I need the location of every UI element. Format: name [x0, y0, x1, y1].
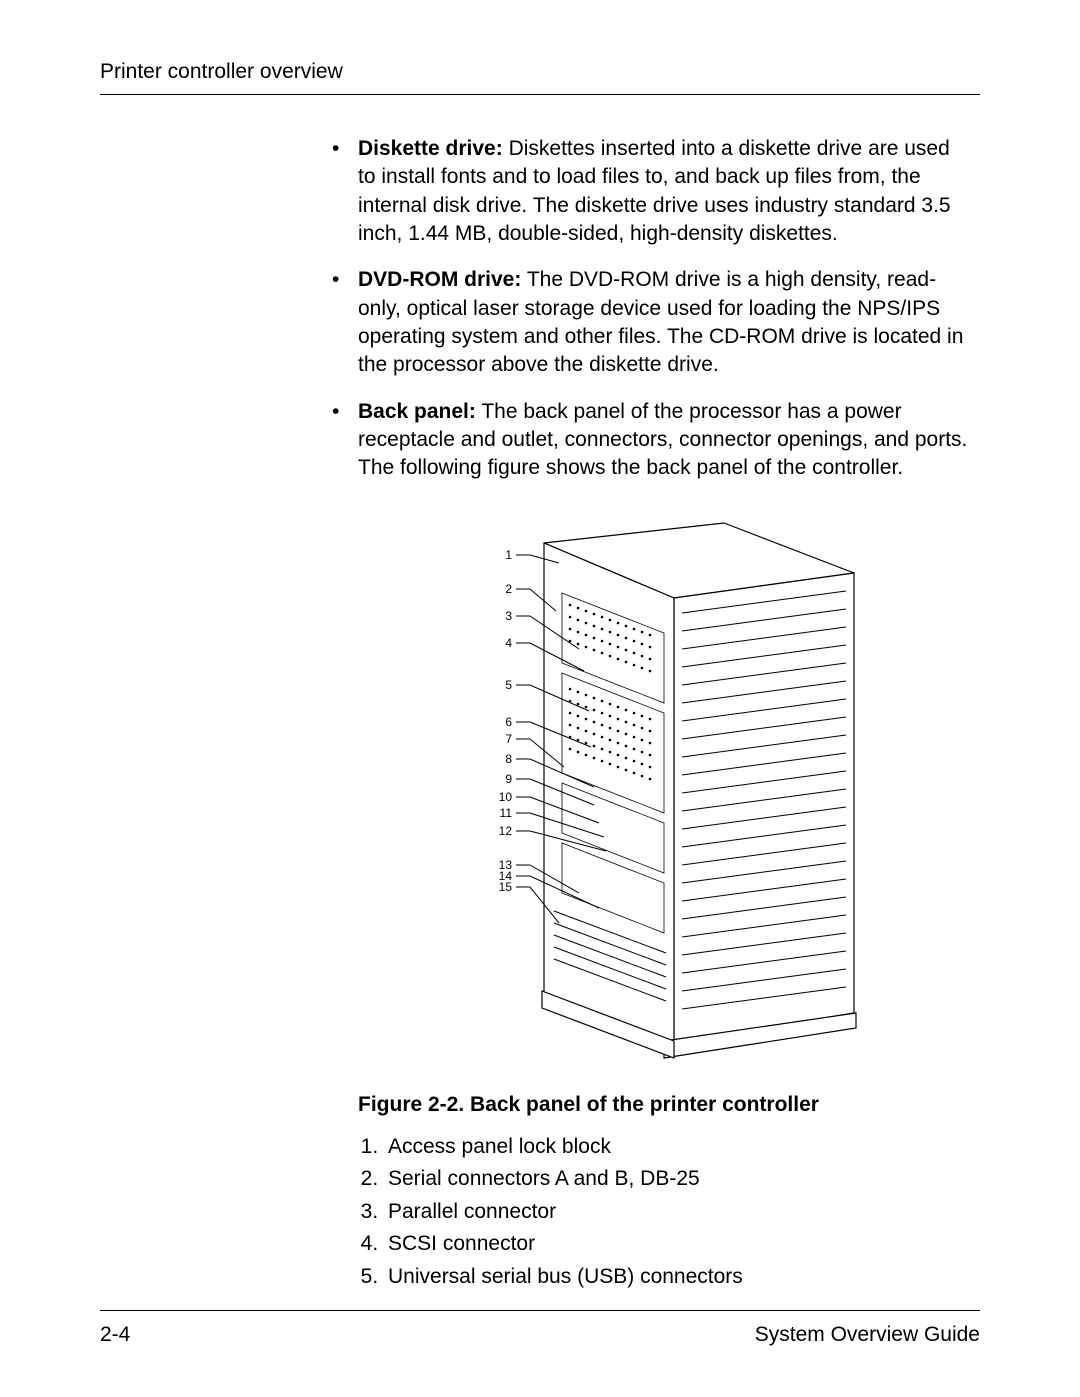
list-item: DVD-ROM drive: The DVD-ROM drive is a hi…	[330, 266, 970, 379]
callout-number: 3	[505, 609, 512, 623]
bullet-term: Diskette drive:	[358, 137, 503, 160]
list-item: Serial connectors A and B, DB-25	[384, 1163, 970, 1196]
list-item: Access panel lock block	[384, 1131, 970, 1164]
callout-number: 6	[505, 715, 512, 729]
callout-number: 15	[499, 880, 513, 894]
document-title: System Overview Guide	[755, 1323, 980, 1347]
figure-block: 123456789101112131415 Figure 2-2. Back p…	[358, 513, 970, 1294]
callout-number: 9	[505, 772, 512, 786]
bullet-list: Diskette drive: Diskettes inserted into …	[330, 135, 970, 483]
running-header: Printer controller overview	[100, 60, 980, 84]
body-content: Diskette drive: Diskettes inserted into …	[330, 135, 970, 1294]
callout-number: 11	[500, 806, 513, 820]
list-item: Back panel: The back panel of the proces…	[330, 398, 970, 483]
bullet-term: DVD-ROM drive:	[358, 268, 521, 291]
figure-caption: Figure 2-2. Back panel of the printer co…	[358, 1093, 970, 1117]
callout-number: 8	[505, 752, 512, 766]
callout-number: 5	[505, 678, 512, 692]
callout-number: 12	[499, 824, 513, 838]
callout-number: 2	[505, 582, 512, 596]
figure-legend-list: Access panel lock block Serial connector…	[358, 1131, 970, 1294]
callout-number: 7	[505, 732, 512, 746]
list-item: Universal serial bus (USB) connectors	[384, 1261, 970, 1294]
list-item: Diskette drive: Diskettes inserted into …	[330, 135, 970, 248]
bullet-term: Back panel:	[358, 400, 476, 423]
back-panel-diagram: 123456789101112131415	[464, 513, 864, 1073]
list-item: SCSI connector	[384, 1228, 970, 1261]
page-number: 2-4	[100, 1323, 130, 1347]
callout-number: 10	[499, 790, 513, 804]
document-page: Printer controller overview Diskette dri…	[0, 0, 1080, 1397]
callout-number: 4	[505, 636, 512, 650]
callout-number: 1	[505, 548, 512, 562]
list-item: Parallel connector	[384, 1196, 970, 1229]
page-footer: 2-4 System Overview Guide	[100, 1310, 980, 1347]
header-rule	[100, 94, 980, 95]
footer-rule	[100, 1310, 980, 1311]
